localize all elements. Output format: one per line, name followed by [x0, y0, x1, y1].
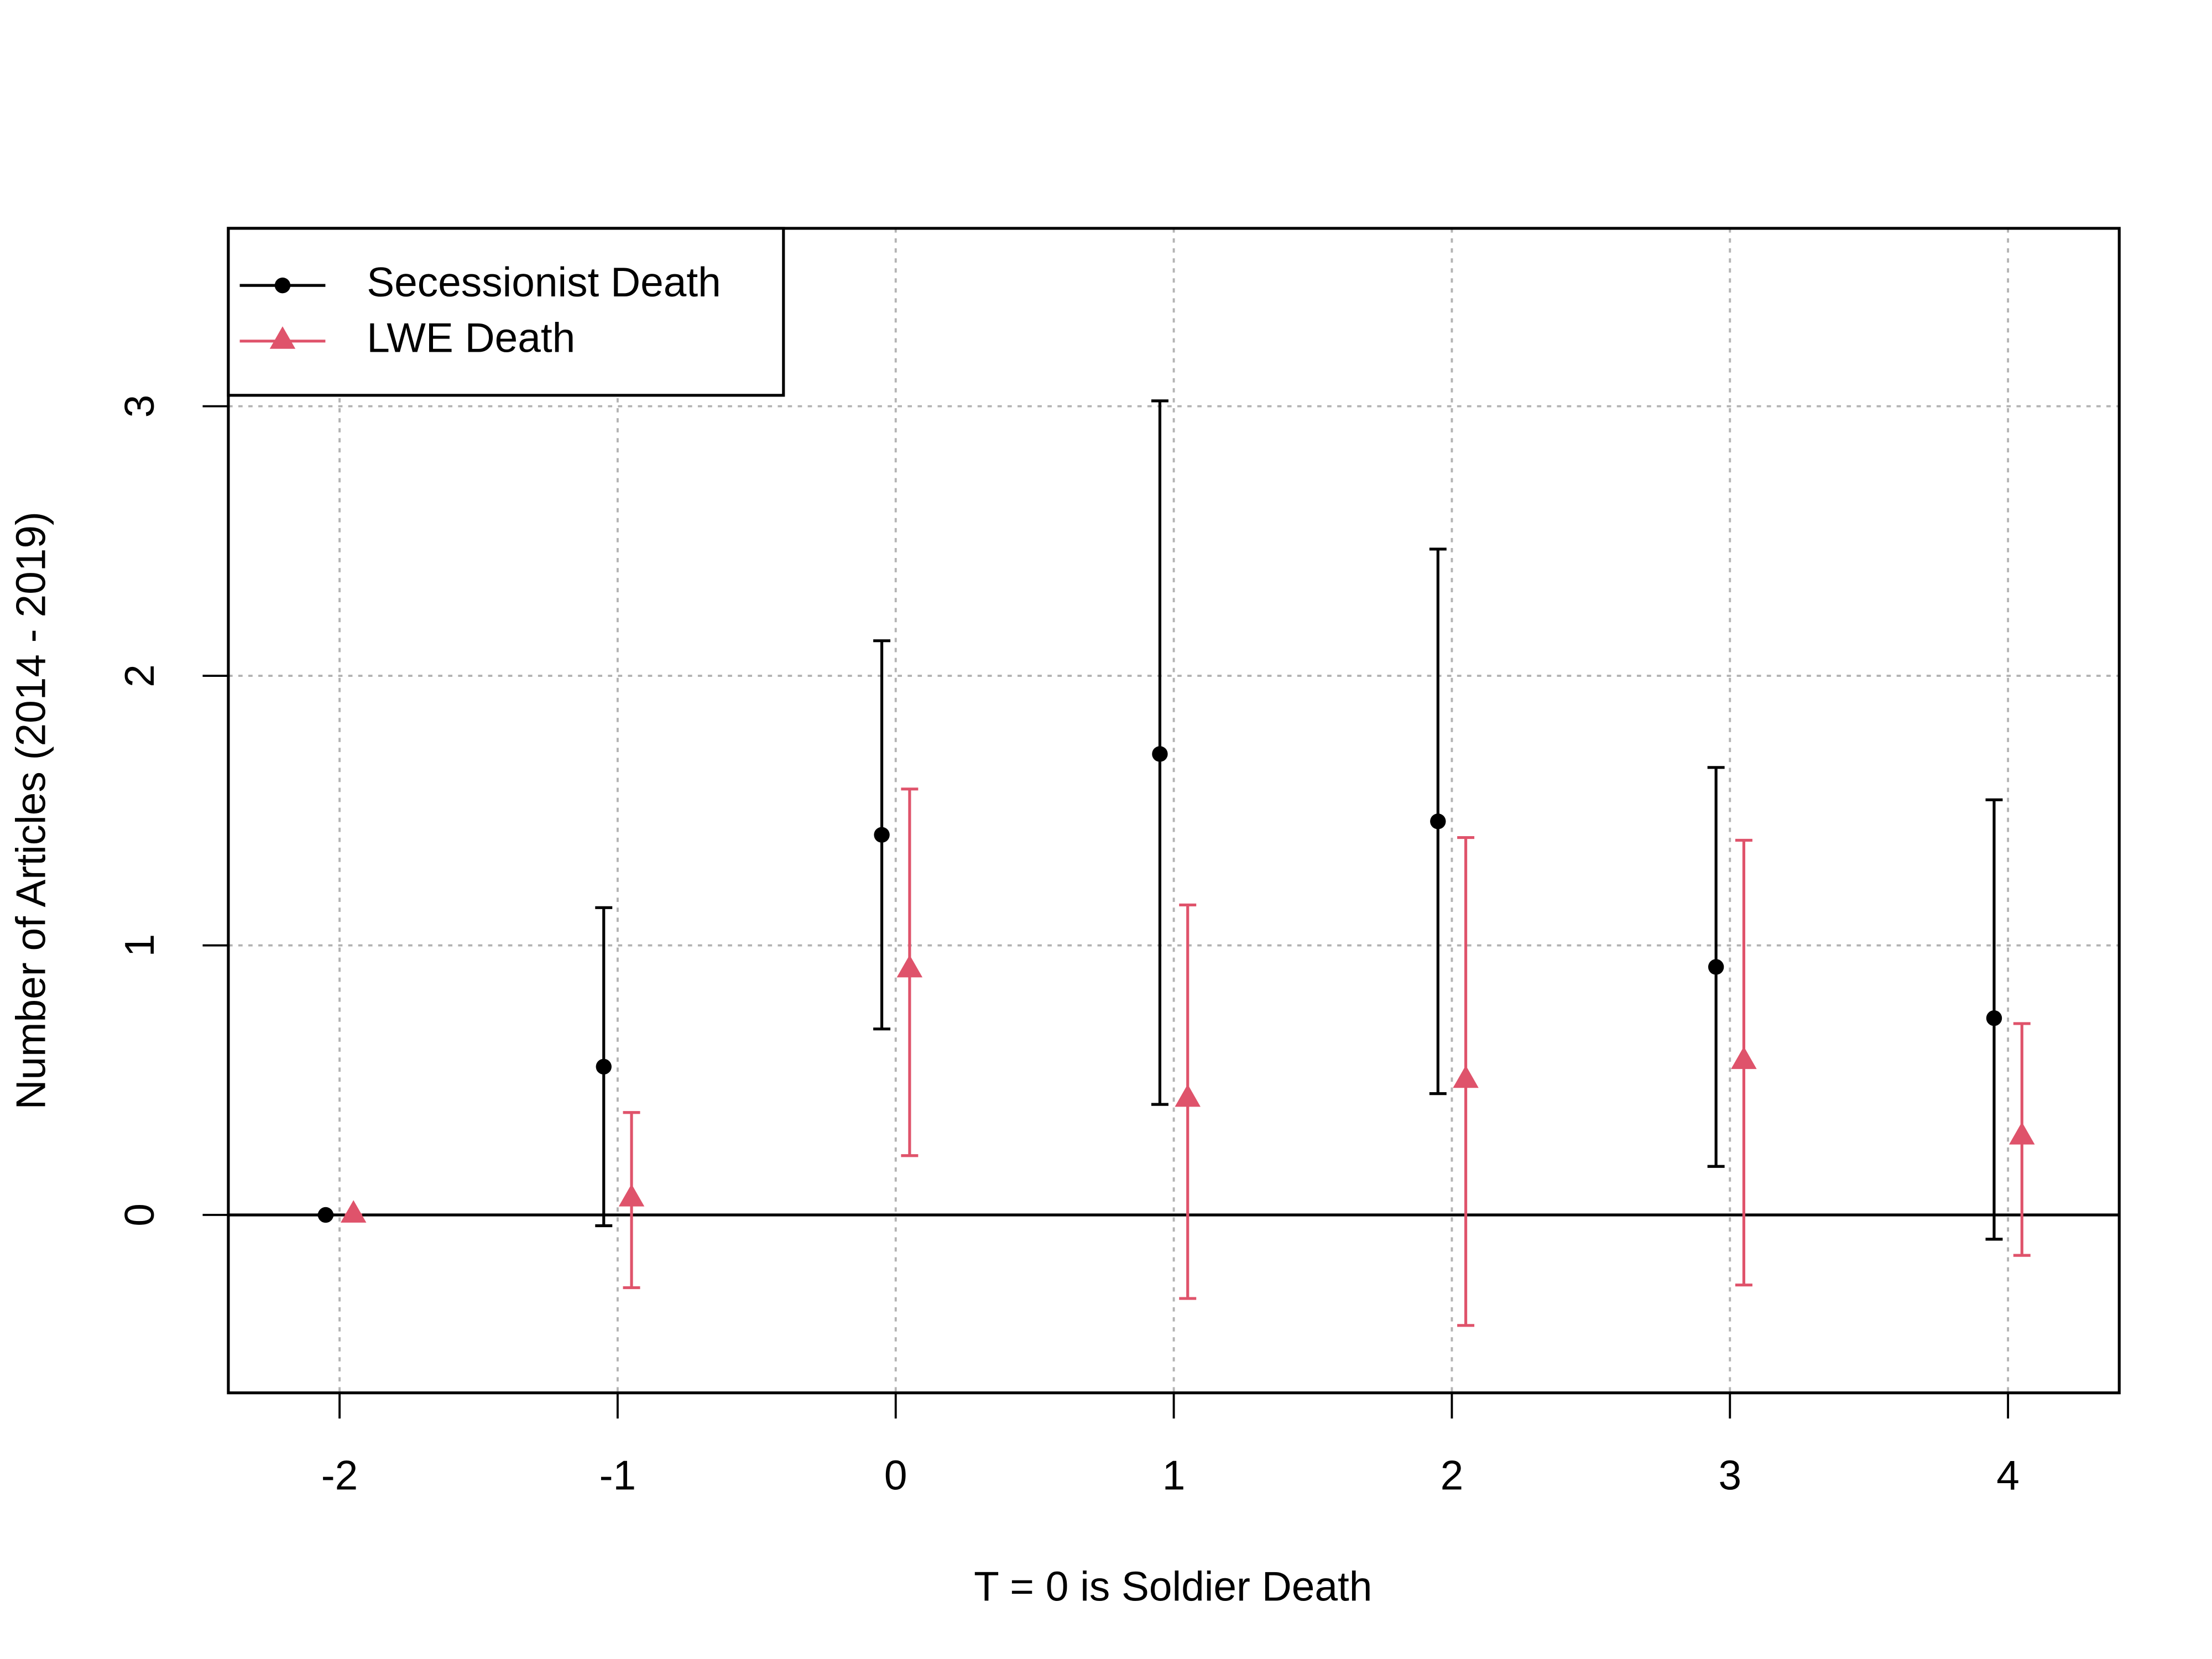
- y-tick-label: 1: [116, 934, 163, 957]
- point: [618, 1184, 645, 1207]
- legend-box: [227, 227, 785, 397]
- x-tick-label: -1: [599, 1452, 637, 1498]
- x-tick-label: 1: [1162, 1452, 1186, 1498]
- point: [317, 1207, 334, 1223]
- point: [340, 1200, 367, 1223]
- y-axis-label: Number of Articles (2014 - 2019): [8, 512, 54, 1109]
- y-tick-label: 2: [116, 664, 163, 687]
- point: [1152, 746, 1168, 762]
- point: [1708, 959, 1724, 975]
- legend-marker: [269, 326, 296, 349]
- point: [874, 827, 890, 843]
- point: [1731, 1046, 1757, 1070]
- x-tick-label: 4: [1996, 1452, 2020, 1498]
- x-tick-label: 2: [1441, 1452, 1464, 1498]
- point: [1986, 1010, 2002, 1026]
- point: [1430, 813, 1446, 830]
- point: [1175, 1084, 1201, 1107]
- legend-label: Secessionist Death: [367, 259, 721, 305]
- x-tick-label: 0: [884, 1452, 907, 1498]
- legend-label: LWE Death: [367, 315, 575, 361]
- point: [1453, 1065, 1479, 1088]
- y-tick-label: 0: [116, 1203, 163, 1227]
- point: [896, 954, 923, 978]
- point: [596, 1058, 612, 1075]
- plot-frame: [227, 227, 2121, 1395]
- point: [2009, 1121, 2035, 1145]
- legend-marker: [274, 277, 291, 294]
- y-tick-label: 3: [116, 395, 163, 418]
- x-axis-label: T = 0 is Soldier Death: [974, 1563, 1372, 1610]
- x-tick-label: 3: [1718, 1452, 1741, 1498]
- x-tick-label: -2: [321, 1452, 358, 1498]
